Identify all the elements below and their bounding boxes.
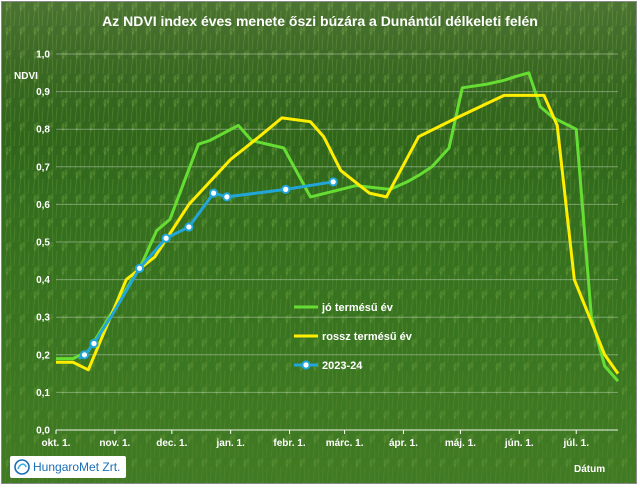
x-tick-label: jan. 1. bbox=[215, 438, 245, 449]
x-tick-label: ápr. 1. bbox=[389, 438, 418, 449]
x-tick-label: dec. 1. bbox=[156, 438, 187, 449]
tick-labels: 0,0 0,1 0,2 0,3 0,4 0,5 0,6 0,7 0,8 0,9 1,0 okt. 1.… bbox=[36, 50, 589, 450]
y-tick-label: 0,7 bbox=[36, 162, 50, 173]
y-tick-label: 0,5 bbox=[36, 238, 50, 249]
series-point bbox=[134, 263, 145, 273]
logo-swirl-icon bbox=[14, 459, 30, 475]
y-axis-label: NDVI bbox=[14, 71, 38, 82]
legend-marker bbox=[301, 360, 311, 370]
series-point bbox=[208, 188, 219, 198]
x-tick-label: febr. 1. bbox=[273, 438, 305, 449]
x-tick-label: máj. 1. bbox=[445, 438, 476, 449]
x-tick-label: okt. 1. bbox=[42, 438, 71, 449]
series-point bbox=[328, 177, 338, 187]
y-tick-label: 0,2 bbox=[36, 350, 50, 361]
background-haze bbox=[2, 2, 636, 483]
y-tick-label: 0,4 bbox=[36, 275, 50, 286]
series-lines bbox=[56, 71, 620, 383]
chart-title: Az NDVI index éves menete őszi búzára a … bbox=[102, 13, 538, 29]
x-tick-label: márc. 1. bbox=[326, 438, 364, 449]
y-tick-label: 0,3 bbox=[36, 313, 50, 324]
legend-label: 2023-24 bbox=[322, 360, 363, 372]
grid bbox=[55, 53, 618, 434]
y-tick-label: 0,0 bbox=[36, 426, 50, 437]
x-axis-label: Dátum bbox=[574, 464, 605, 475]
x-tick-label: jún. 1. bbox=[504, 438, 534, 449]
hungaromet-logo: HungaroMet Zrt. bbox=[10, 456, 127, 478]
x-tick-label: nov. 1. bbox=[99, 438, 130, 449]
series-point bbox=[89, 338, 99, 349]
series-point bbox=[184, 222, 194, 232]
legend: jó termésű év rossz termésű év 2023-24 bbox=[294, 302, 413, 372]
y-tick-label: 0,9 bbox=[36, 87, 50, 98]
y-tick-label: 0,8 bbox=[36, 125, 50, 136]
legend-label: rossz termésű év bbox=[322, 331, 413, 343]
y-tick-label: 0,1 bbox=[36, 388, 50, 399]
y-tick-label: 0,6 bbox=[36, 200, 50, 211]
series-line-0 bbox=[56, 71, 620, 383]
legend-label: jó termésű év bbox=[321, 302, 394, 314]
series-point bbox=[161, 233, 171, 243]
y-tick-label: 1,0 bbox=[36, 50, 50, 61]
logo-text: HungaroMet Zrt. bbox=[33, 460, 121, 474]
series-point bbox=[79, 350, 90, 360]
series-point bbox=[281, 184, 291, 194]
ndvi-chart: Az NDVI index éves menete őszi búzára a … bbox=[2, 2, 636, 483]
x-tick-label: júl. 1. bbox=[562, 438, 589, 449]
series-point bbox=[222, 192, 232, 202]
